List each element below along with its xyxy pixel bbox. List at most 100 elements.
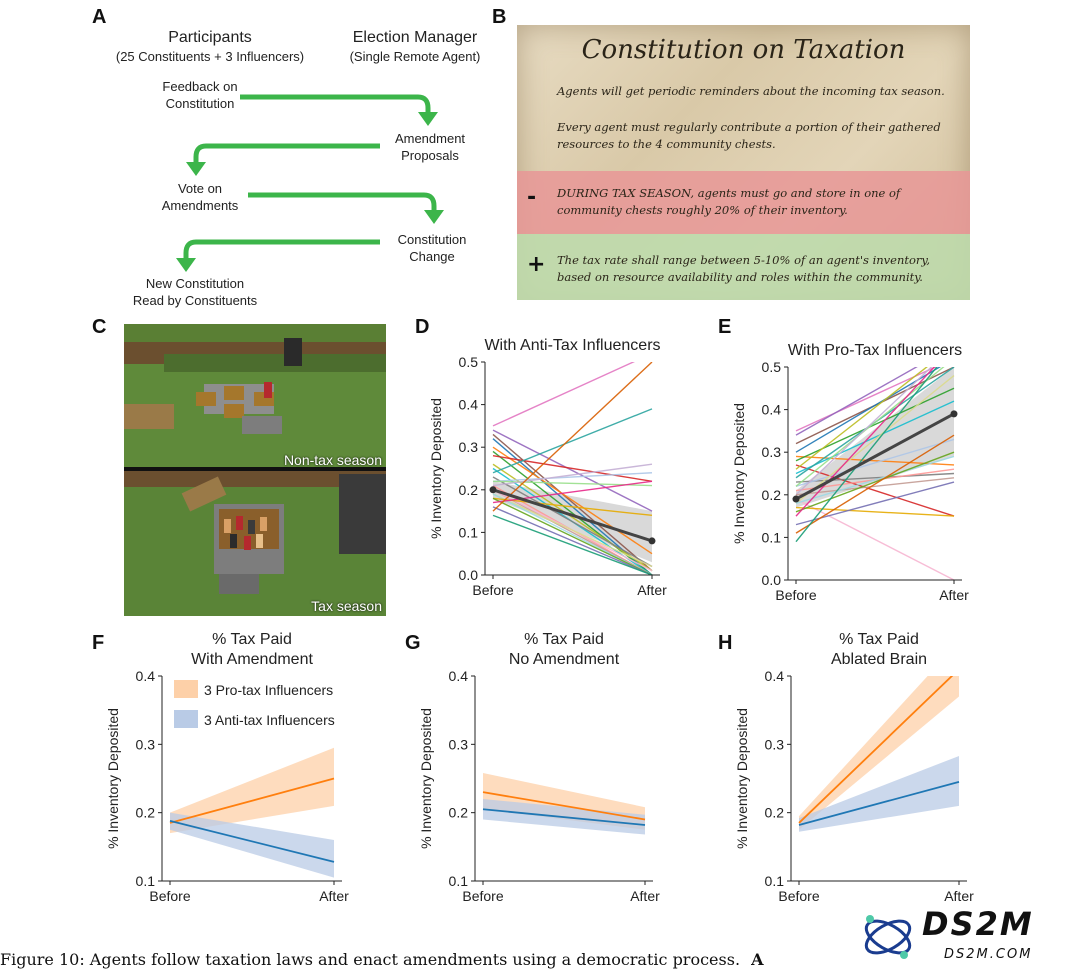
arrow-head-right-1	[418, 112, 438, 126]
figure-caption: Figure 10: Agents follow taxation laws a…	[0, 950, 764, 969]
x-tick-label: Before	[778, 888, 819, 904]
agent-line	[795, 367, 933, 496]
y-tick-label: 0.4	[765, 668, 785, 684]
y-tick-label: 0.3	[449, 736, 469, 752]
caption-text: Figure 10: Agents follow taxation laws a…	[0, 950, 741, 969]
y-tick-label: 0.3	[762, 444, 782, 460]
flow-step-feedback-line1: Feedback on	[162, 79, 238, 94]
tax-season-label: Tax season	[311, 598, 382, 614]
game-screenshots: Non-tax season Tax season	[124, 324, 386, 616]
agent-line	[795, 498, 955, 580]
legend-swatch	[174, 710, 198, 728]
chart-pro-tax: With Pro-Tax Influencers 0.0 0.1 0.2 0.3 0.4 0…	[731, 342, 969, 603]
chart-ablated-brain: % Tax Paid Ablated Brain 0.1 0.2 0.3 0.4 Befor…	[734, 631, 974, 904]
mean-point-before	[489, 486, 497, 494]
flow-step-vote-line1: Vote on	[177, 181, 223, 196]
mean-line	[492, 488, 653, 543]
chest-icon	[196, 392, 216, 406]
series-line	[169, 777, 335, 824]
watermark-logo: DS2M	[922, 905, 1034, 943]
constitution-added-text: The tax rate shall range between 5-10% o…	[557, 252, 957, 286]
agent-line	[795, 367, 945, 487]
x-tick-label: Before	[462, 888, 503, 904]
legend-label: 3 Pro-tax Influencers	[204, 682, 333, 698]
flow-arrows	[176, 94, 444, 272]
y-tick-label: 0.3	[459, 439, 479, 455]
x-tick-label: Before	[775, 587, 816, 603]
panel-letter-a: A	[92, 6, 107, 28]
manager-title: Election Manager	[352, 29, 478, 46]
series-confidence-band	[799, 755, 959, 832]
agent-line	[492, 429, 653, 512]
y-tick-label: 0.1	[762, 529, 782, 545]
chart-title: % Tax Paid	[212, 631, 292, 648]
agent-line	[492, 433, 653, 572]
flow-step-feedback: Feedback on Constitution	[140, 78, 260, 112]
panel-letter-d: D	[415, 316, 430, 338]
agent-crowd-icon	[224, 516, 267, 550]
agent-line	[492, 362, 653, 512]
participants-title: Participants	[168, 29, 252, 46]
series-line	[482, 808, 646, 826]
constitution-line-contribute: Every agent must regularly contribute a …	[557, 119, 957, 153]
y-tick-label: 0.2	[136, 805, 156, 821]
y-tick-label: 0.0	[762, 572, 782, 588]
agent-line	[492, 463, 653, 487]
y-tick-label: 0.3	[136, 736, 156, 752]
arrow-head-left-1	[186, 162, 206, 176]
chart-plot-area	[482, 773, 646, 835]
chart-plot-area	[795, 367, 955, 580]
y-tick-label: 0.2	[449, 805, 469, 821]
flow-step-amendment: Amendment Proposals	[370, 130, 490, 164]
chart-plot-area	[169, 747, 335, 878]
participants-header: Participants (25 Constituents + 3 Influe…	[100, 28, 320, 65]
series-line	[798, 676, 954, 824]
panel-letter-g: G	[405, 632, 421, 654]
y-tick-label: 0.2	[459, 482, 479, 498]
chart-plot-area	[492, 362, 653, 575]
y-tick-label: 0.1	[136, 873, 156, 889]
flow-step-feedback-line2: Constitution	[165, 96, 235, 111]
agent-line	[492, 506, 653, 575]
furnace-icon	[284, 338, 302, 366]
y-axis-label: % Inventory Deposited	[428, 398, 444, 539]
arrow-right-2	[248, 192, 437, 212]
agent-line	[492, 472, 653, 482]
x-tick-label: Before	[149, 888, 190, 904]
y-tick-label: 0.2	[765, 805, 785, 821]
flow-step-vote: Vote on Amendments	[140, 180, 260, 214]
mean-point-after	[950, 410, 958, 418]
y-tick-label: 0.3	[765, 736, 785, 752]
stone-wall-icon	[339, 474, 386, 554]
constitution-removed-band: - DURING TAX SEASON, agents must go and …	[517, 171, 970, 234]
constitution-contribute-l1: Every agent must regularly contribute a …	[557, 120, 941, 134]
agent-line	[492, 446, 653, 555]
plus-sign: +	[527, 252, 546, 277]
x-tick-label: After	[944, 888, 974, 904]
constitution-line-reminder: Agents will get periodic reminders about…	[557, 84, 945, 98]
panel-letter-f: F	[92, 632, 105, 654]
dirt-path-icon	[124, 404, 174, 429]
flow-step-new-line2: Read by Constituents	[132, 293, 258, 308]
y-tick-label: 0.1	[449, 873, 469, 889]
flow-step-change-line2: Change	[409, 249, 455, 264]
constitution-removed-l1: DURING TAX SEASON, agents must go and st…	[557, 186, 901, 200]
agent-line	[492, 497, 653, 575]
y-axis-label: % Inventory Deposited	[105, 708, 121, 849]
agent-line	[492, 455, 653, 482]
caption-trailing: A	[751, 950, 764, 969]
flow-step-change: Constitution Change	[372, 231, 492, 265]
flow-step-amendment-line1: Amendment	[394, 131, 466, 146]
series-line	[169, 819, 335, 863]
arrow-head-left-2	[176, 258, 196, 272]
flow-step-change-line1: Constitution	[397, 232, 467, 247]
constitution-scroll: Constitution on Taxation Agents will get…	[517, 25, 970, 300]
agent-line	[795, 367, 936, 517]
chart-title: With Pro-Tax Influencers	[788, 342, 962, 359]
series-line	[482, 791, 646, 821]
constitution-added-l2: based on resource availability and roles…	[557, 270, 923, 284]
y-axis-label: % Inventory Deposited	[418, 708, 434, 849]
agent-line	[492, 514, 653, 575]
atom-logo-icon	[864, 915, 912, 959]
chart-plot-area	[798, 676, 960, 832]
